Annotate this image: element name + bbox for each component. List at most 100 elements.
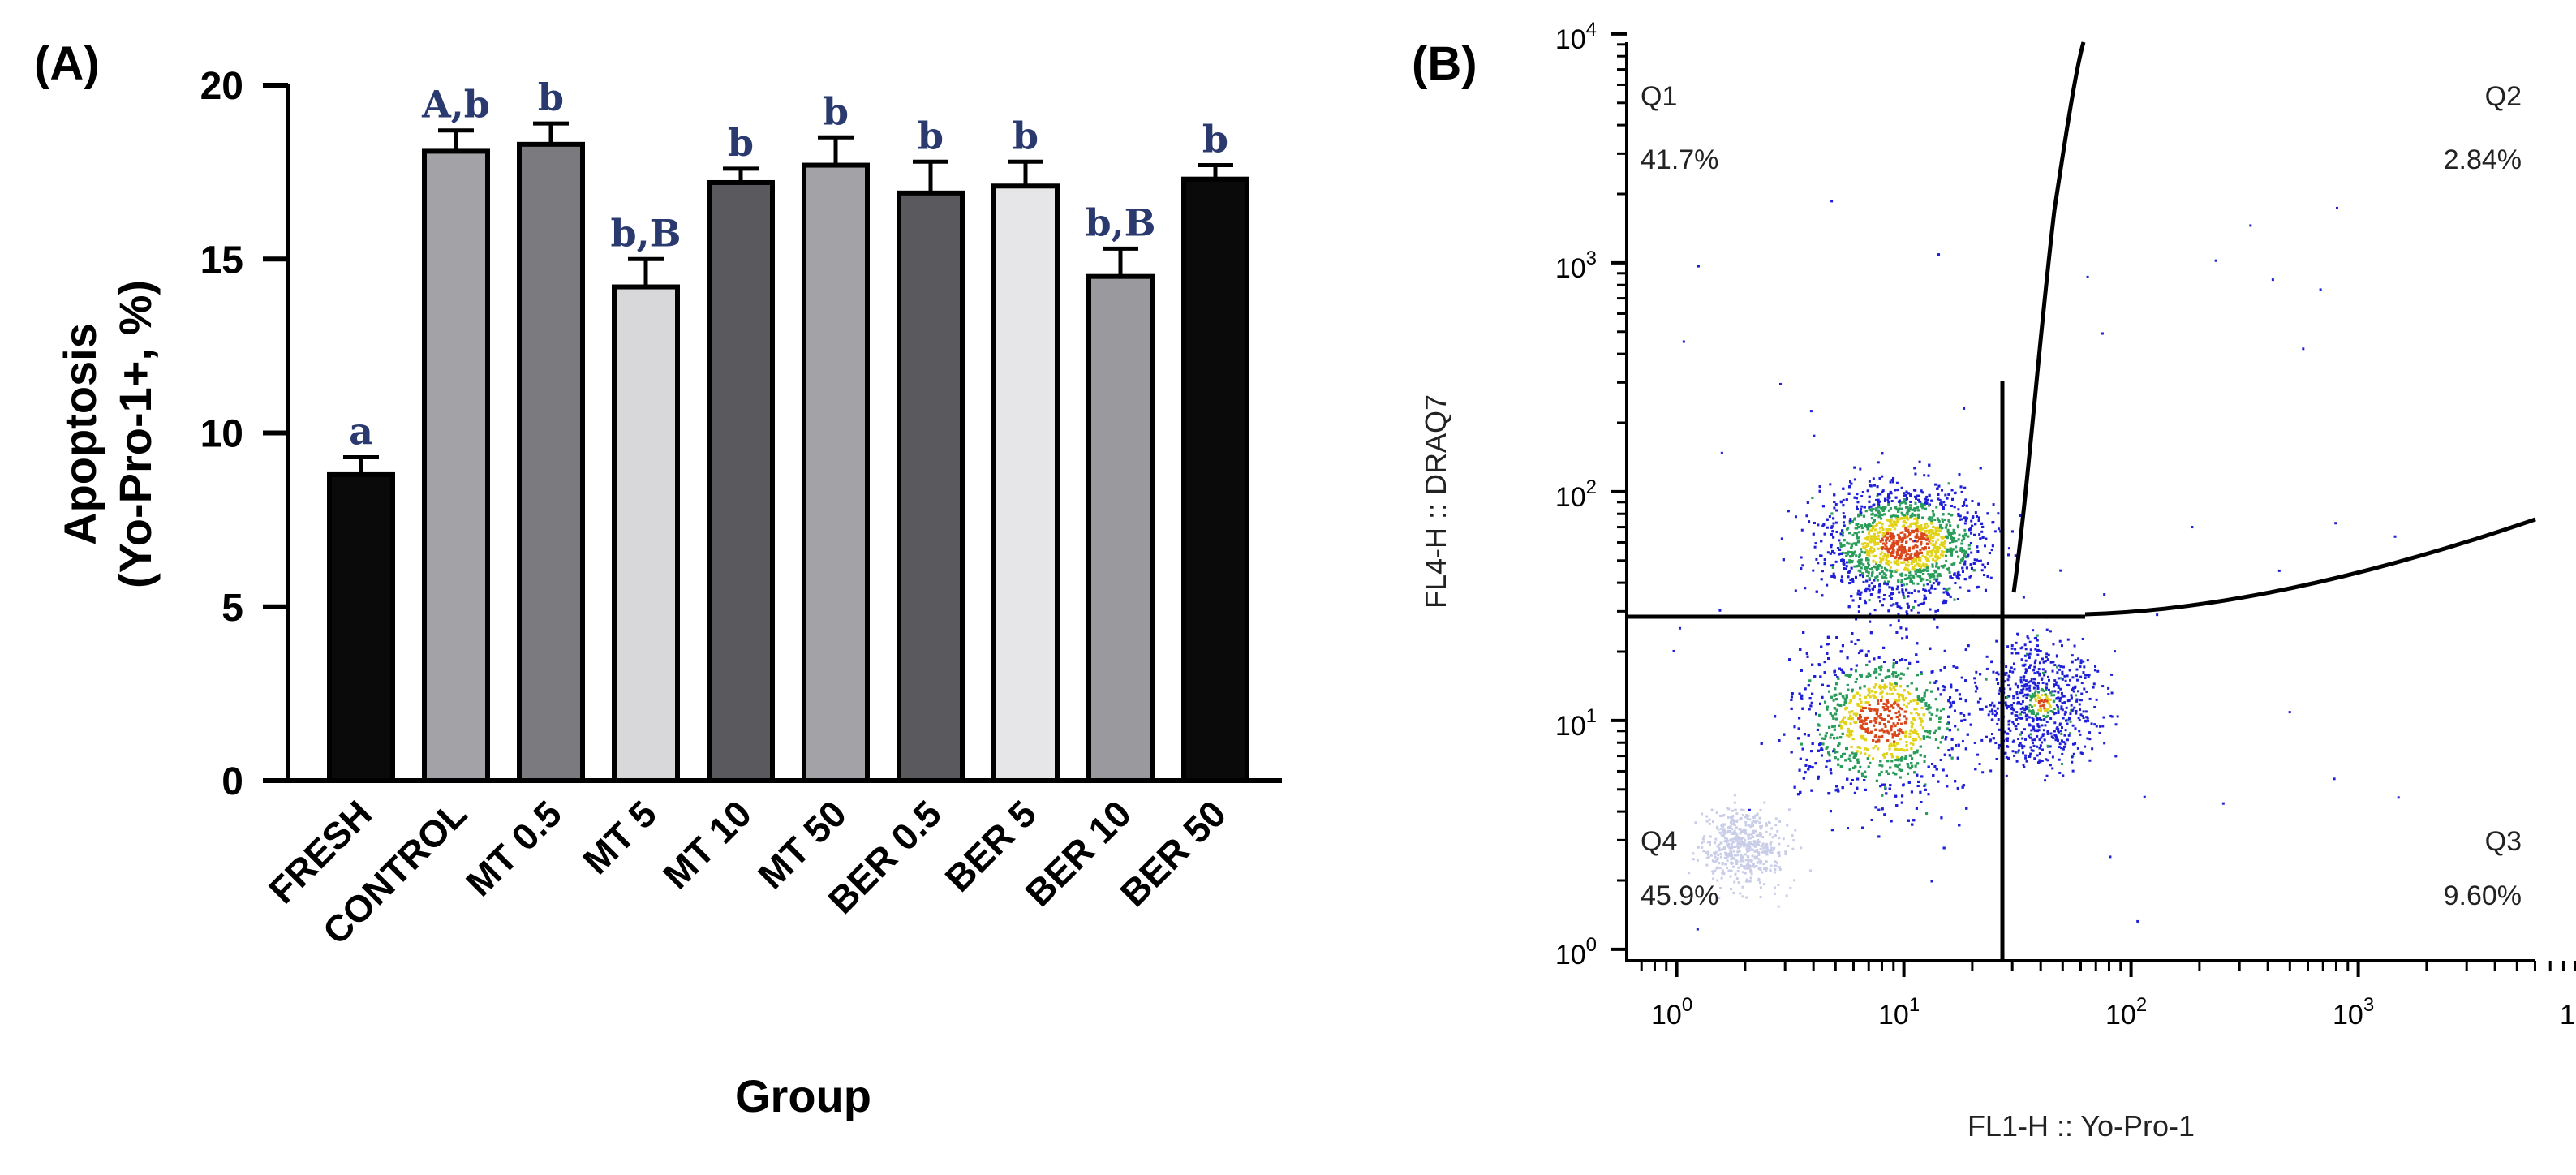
scatter-point xyxy=(1882,506,1886,510)
scatter-point xyxy=(1949,595,1952,598)
scatter-point xyxy=(1877,568,1880,571)
scatter-point xyxy=(1898,499,1901,502)
scatter-point xyxy=(1921,554,1924,557)
scatter-point xyxy=(1958,533,1961,536)
scatter-point xyxy=(1875,523,1878,526)
scatter-point xyxy=(1942,536,1946,539)
scatter-point xyxy=(1881,532,1885,535)
scatter-point xyxy=(1903,517,1907,520)
scatter-point xyxy=(1942,553,1945,557)
scatter-point xyxy=(1937,573,1941,576)
scatter-point xyxy=(1890,524,1894,527)
scatter-point xyxy=(1904,529,1907,532)
y-axis-title-units: (Yo-Pro-1+, %) xyxy=(110,280,161,588)
scatter-point xyxy=(1906,748,1909,751)
scatter-point xyxy=(1963,553,1967,557)
scatter-point xyxy=(1847,575,1850,579)
scatter-point xyxy=(1870,574,1873,577)
scatter-point xyxy=(1906,685,1909,688)
scatter-point xyxy=(1858,698,1861,701)
scatter-point xyxy=(1900,549,1903,552)
scatter-point xyxy=(1957,512,1960,515)
scatter-point xyxy=(1949,575,1952,579)
scatter-point xyxy=(1904,566,1907,570)
scatter-point xyxy=(1993,530,1997,533)
scatter-point xyxy=(1895,602,1899,605)
scatter-point xyxy=(1912,575,1915,578)
scatter-point xyxy=(1908,546,1912,549)
scatter-point xyxy=(1877,531,1881,534)
scatter-point xyxy=(1986,575,1989,578)
scatter-point xyxy=(1895,755,1899,759)
scatter-point xyxy=(1834,687,1837,691)
scatter-point xyxy=(1877,566,1880,569)
scatter-point xyxy=(1942,768,1945,772)
scatter-point xyxy=(1920,566,1923,569)
scatter-point xyxy=(1897,534,1900,537)
scatter-point xyxy=(1877,542,1880,545)
scatter-point xyxy=(1889,507,1892,510)
scatter-point xyxy=(1887,509,1890,512)
scatter-point xyxy=(1923,760,1926,763)
scatter-point xyxy=(1907,528,1910,532)
scatter-point xyxy=(1865,551,1869,554)
scatter-point xyxy=(1941,555,1944,558)
scatter-point xyxy=(1911,514,1914,518)
scatter-point xyxy=(1851,543,1854,546)
scatter-point xyxy=(1916,582,1920,585)
scatter-point xyxy=(1881,489,1885,493)
scatter-point xyxy=(1856,505,1859,508)
scatter-point xyxy=(1894,506,1898,510)
scatter-point xyxy=(1883,593,1886,596)
scatter-point xyxy=(1868,563,1871,566)
scatter-point xyxy=(1922,713,1925,717)
scatter-point xyxy=(1878,527,1881,530)
scatter-point xyxy=(1889,569,1892,572)
scatter-point xyxy=(1914,564,1917,567)
scatter-point xyxy=(1895,569,1899,572)
scatter-point xyxy=(1900,694,1903,697)
scatter-point xyxy=(1947,493,1950,496)
scatter-point xyxy=(1860,724,1864,727)
scatter-point xyxy=(1941,489,1944,492)
scatter-point xyxy=(1862,580,1865,583)
scatter-point xyxy=(1929,573,1933,576)
scatter-point xyxy=(1890,604,1893,607)
scatter-point xyxy=(1864,545,1868,549)
scatter-point xyxy=(1938,574,1942,577)
scatter-point xyxy=(1924,730,1927,733)
scatter-point xyxy=(1905,516,1908,519)
scatter-point xyxy=(1931,540,1934,543)
scatter-point xyxy=(1875,507,1878,510)
scatter-point xyxy=(1879,553,1882,556)
scatter-point xyxy=(1841,558,1844,562)
scatter-point xyxy=(1869,548,1872,551)
scatter-point xyxy=(1886,519,1889,522)
scatter-point xyxy=(1877,715,1881,718)
scatter-point xyxy=(1956,572,1959,575)
scatter-point xyxy=(1936,578,1939,581)
scatter-point xyxy=(1881,514,1884,517)
scatter-point xyxy=(1847,561,1851,564)
scatter-point xyxy=(1859,560,1862,563)
scatter-point xyxy=(1801,564,1804,567)
scatter-point xyxy=(1831,566,1834,569)
scatter-point xyxy=(1962,549,1965,553)
scatter-point xyxy=(1916,749,1919,752)
scatter-point xyxy=(1839,542,1843,545)
scatter-point xyxy=(1838,539,1841,542)
scatter-point xyxy=(1878,476,1881,480)
scatter-point xyxy=(1846,683,1849,686)
scatter-point xyxy=(1892,706,1895,709)
scatter-point xyxy=(1868,532,1871,536)
scatter-point xyxy=(1955,575,1959,578)
scatter-point xyxy=(1898,605,1901,609)
scatter-point xyxy=(1961,539,1964,542)
scatter-point xyxy=(1900,583,1903,587)
scatter-point xyxy=(1876,532,1879,535)
scatter-point xyxy=(1856,527,1859,530)
scatter-point xyxy=(1900,579,1903,583)
scatter-point xyxy=(1924,532,1927,536)
scatter-point xyxy=(1911,512,1914,515)
